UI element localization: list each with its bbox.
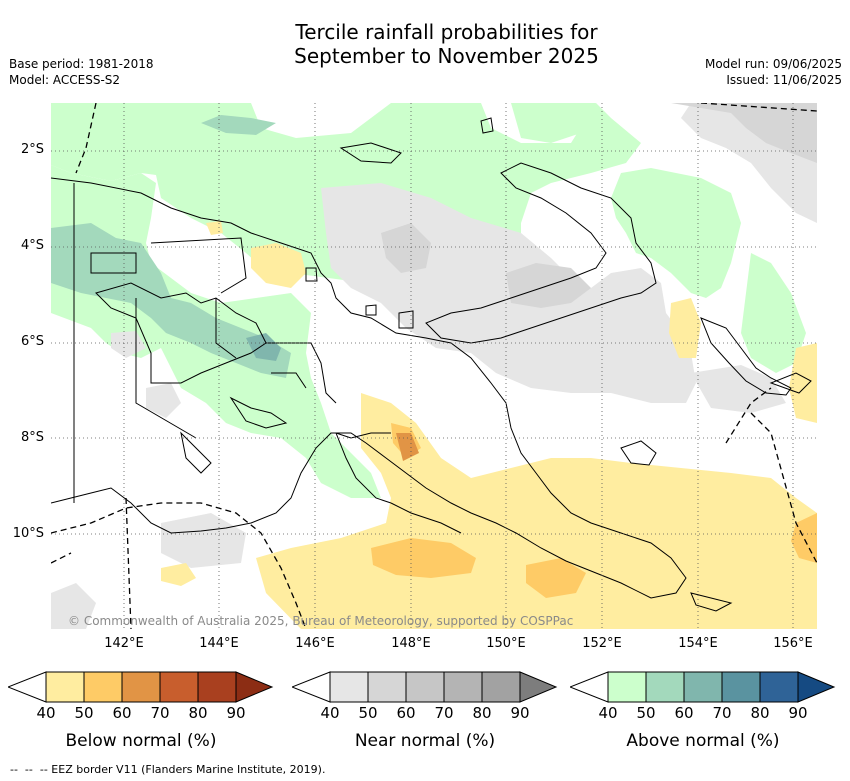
lat-tick-4s: 4°S — [20, 238, 44, 253]
colorbar-near-swatch-3 — [405, 671, 445, 703]
colorbar-below-swatch-5 — [197, 671, 237, 703]
colorbar-below-swatch-3 — [121, 671, 161, 703]
title-line-2: September to November 2025 — [294, 44, 599, 68]
cb-near-title: Near normal (%) — [354, 731, 496, 751]
meta-left: Base period: 1981-2018 Model: ACCESS-S2 — [9, 56, 154, 88]
cb-above-label-80: 80 — [750, 704, 770, 722]
lon-tick-152e: 152°E — [582, 636, 622, 651]
eez-dash-glyph: -- -- — [10, 763, 40, 776]
eez-borders — [51, 103, 817, 629]
lon-tick-150e: 150°E — [486, 636, 526, 651]
cb-above-title: Above normal (%) — [626, 731, 780, 751]
colorbar-near-swatch-5 — [481, 671, 521, 703]
cb-above-label-60: 60 — [674, 704, 694, 722]
cb-above-label-70: 70 — [712, 704, 732, 722]
lat-tick-8s: 8°S — [20, 430, 44, 445]
issued-date: Issued: 11/06/2025 — [726, 73, 842, 87]
copyright-notice: © Commonwealth of Australia 2025, Bureau… — [68, 614, 574, 628]
colorbar-above-swatch-5 — [759, 671, 799, 703]
title-line-1: Tercile rainfall probabilities for — [295, 20, 598, 44]
colorbar-above-normal — [568, 671, 836, 707]
cb-below-label-50: 50 — [74, 704, 94, 722]
colorbar-above-swatch-3 — [683, 671, 723, 703]
lon-tick-154e: 154°E — [678, 636, 718, 651]
colorbar-above-swatch-4 — [721, 671, 761, 703]
eez-footnote-text: -- EEZ border V11 (Flanders Marine Insti… — [39, 763, 326, 776]
lat-tick-2s: 2°S — [20, 142, 44, 157]
map-title: Tercile rainfall probabilities for Septe… — [0, 20, 850, 68]
colorbar-below-swatch-4 — [159, 671, 199, 703]
colorbar-below-swatch-2 — [83, 671, 123, 703]
lon-tick-148e: 148°E — [391, 636, 431, 651]
lon-tick-156e: 156°E — [773, 636, 813, 651]
colorbar-above-swatch-2 — [645, 671, 685, 703]
cb-above-label-90: 90 — [788, 704, 808, 722]
lon-tick-146e: 146°E — [295, 636, 335, 651]
colorbar-above-swatch-6 — [797, 671, 836, 703]
cb-above-label-50: 50 — [636, 704, 656, 722]
lon-tick-144e: 144°E — [199, 636, 239, 651]
cb-above-label-40: 40 — [598, 704, 618, 722]
cb-below-title: Below normal (%) — [65, 731, 217, 751]
coastlines — [51, 117, 812, 612]
colorbar-near-swatch-2 — [367, 671, 407, 703]
colorbar-below-swatch-1 — [45, 671, 85, 703]
cb-below-label-60: 60 — [112, 704, 132, 722]
cb-near-label-70: 70 — [434, 704, 454, 722]
model-run: Model run: 09/06/2025 — [704, 57, 842, 71]
colorbar-near-swatch-4 — [443, 671, 483, 703]
lat-tick-6s: 6°S — [20, 334, 44, 349]
above-normal-50-areas — [51, 115, 291, 378]
lat-tick-10s: 10°S — [12, 526, 44, 541]
cb-below-label-90: 90 — [226, 704, 246, 722]
cb-below-label-70: 70 — [150, 704, 170, 722]
cb-near-label-50: 50 — [358, 704, 378, 722]
cb-near-label-40: 40 — [320, 704, 340, 722]
lon-tick-142e: 142°E — [104, 636, 144, 651]
probability-map — [51, 103, 817, 629]
cb-below-label-80: 80 — [188, 704, 208, 722]
cb-near-label-90: 90 — [510, 704, 530, 722]
colorbar-near-swatch-6 — [519, 671, 558, 703]
eez-footnote: -- -- -- EEZ border V11 (Flanders Marine… — [10, 763, 325, 776]
colorbar-near-swatch-1 — [329, 671, 369, 703]
colorbar-below-normal — [6, 671, 274, 707]
cb-near-label-80: 80 — [472, 704, 492, 722]
meta-right: Model run: 09/06/2025 Issued: 11/06/2025 — [705, 56, 842, 88]
colorbar-below-swatch-6 — [235, 671, 274, 703]
cb-below-label-40: 40 — [36, 704, 56, 722]
colorbar-above-swatch-1 — [607, 671, 647, 703]
model-name: Model: ACCESS-S2 — [9, 73, 121, 87]
base-period: Base period: 1981-2018 — [9, 57, 154, 71]
cb-near-label-60: 60 — [396, 704, 416, 722]
colorbar-near-normal — [290, 671, 558, 707]
